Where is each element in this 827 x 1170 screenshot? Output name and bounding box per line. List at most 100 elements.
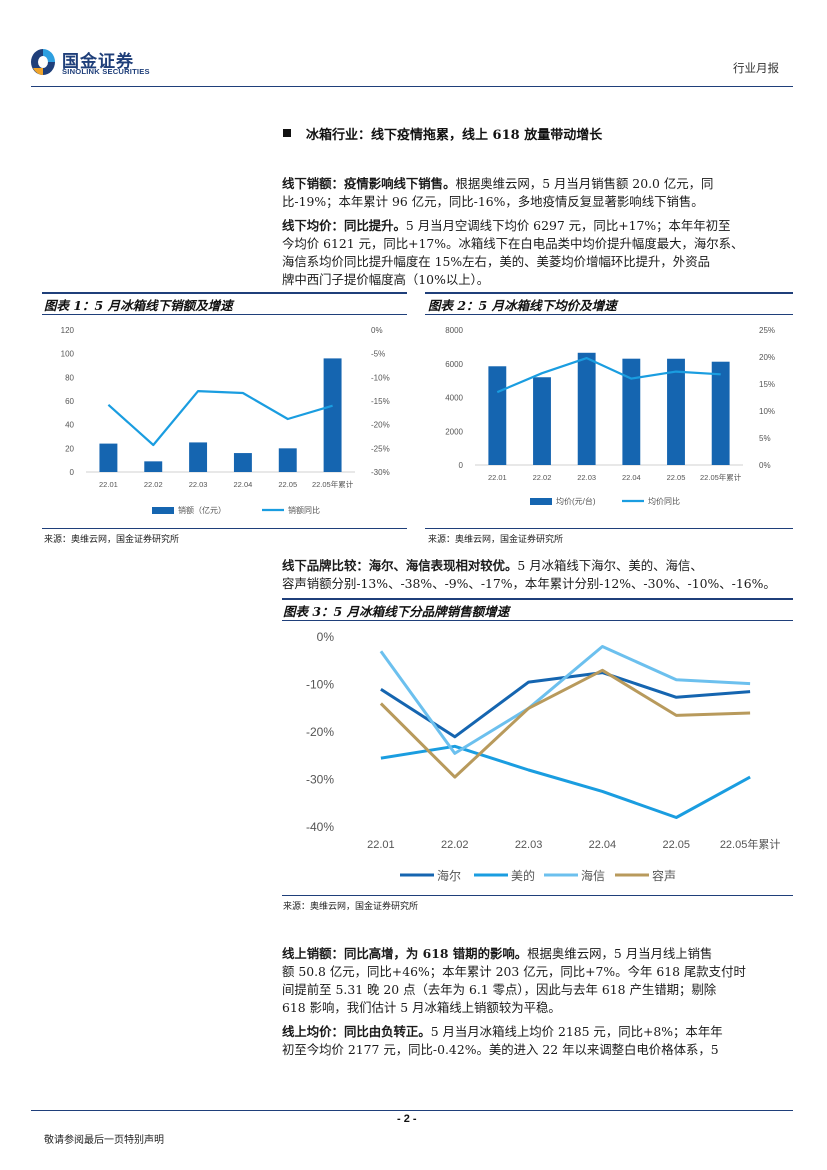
x-tick-label: 22.02 <box>144 480 163 489</box>
figure-2-title: 图表 2：5 月冰箱线下均价及增速 <box>428 298 617 313</box>
legend-label-line: 销额同比 <box>288 505 320 515</box>
x-tick-label: 22.05年累计 <box>312 479 354 489</box>
logo-icon <box>31 49 55 75</box>
bar-22.05 <box>711 361 730 465</box>
y-right-tick-label: -25% <box>371 444 390 453</box>
figure-2-bottom-rule <box>425 528 793 529</box>
paragraph-offline-price: 线下均价：同比提升。5 月当月空调线下均价 6297 元，同比+17%；本年年初… <box>282 218 744 287</box>
series-line-hisense <box>379 645 751 755</box>
y-left-tick-label: 8000 <box>445 326 463 335</box>
y-left-tick-label: 40 <box>65 421 74 430</box>
x-tick-label: 22.04 <box>234 480 253 489</box>
x-tick-label: 22.02 <box>533 473 552 482</box>
y-left-tick-label: 20 <box>65 444 74 453</box>
bar-22.05 <box>278 448 297 472</box>
legend-label: 容声 <box>652 868 676 883</box>
figure-2-source: 来源：奥维云网，国金证券研究所 <box>428 535 564 545</box>
x-tick-label: 22.03 <box>515 839 543 851</box>
page-number: - 2 - <box>397 1113 417 1125</box>
bar-22.03 <box>189 442 208 472</box>
x-tick-label: 22.05 <box>662 839 690 851</box>
figure-1-title-rule <box>42 314 407 315</box>
x-tick-label: 22.01 <box>488 473 507 482</box>
figure-1-source: 来源：奥维云网，国金证券研究所 <box>44 535 180 545</box>
bar-22.01 <box>488 366 507 465</box>
y-tick-label: -40% <box>306 820 334 834</box>
x-tick-label: 22.04 <box>622 473 641 482</box>
x-tick-label: 22.05 <box>278 480 297 489</box>
figure-2-top-rule <box>425 292 793 294</box>
y-left-tick-label: 0 <box>459 461 464 470</box>
y-left-tick-label: 120 <box>61 326 75 335</box>
y-left-tick-label: 4000 <box>445 394 463 403</box>
x-tick-label: 22.03 <box>577 473 596 482</box>
y-right-tick-label: 15% <box>759 380 775 389</box>
bar-22.04 <box>233 453 252 472</box>
figure-3-top-rule <box>282 598 793 600</box>
x-tick-label: 22.02 <box>441 839 469 851</box>
y-right-tick-label: -10% <box>371 373 390 382</box>
y-right-tick-label: 0% <box>759 461 771 470</box>
paragraph-brand-compare: 线下品牌比较：海尔、海信表现相对较优。5 月冰箱线下海尔、美的、海信、 容声销额… <box>282 558 776 591</box>
paragraph-lead: 线下均价：同比提升。 <box>282 218 406 233</box>
bar-22.02 <box>533 377 551 465</box>
y-right-tick-label: -30% <box>371 468 390 477</box>
bar-22.01 <box>99 443 118 472</box>
y-right-tick-label: 10% <box>759 407 775 416</box>
bar-22.05 <box>667 358 685 465</box>
legend-label-bar: 均价(元/台) <box>556 496 596 506</box>
x-tick-label: 22.03 <box>189 480 208 489</box>
legend-label: 美的 <box>511 868 535 883</box>
figure-3-title-rule <box>282 620 793 621</box>
chart-offline-price: 0 2000 4000 6000 8000 0% 5% 10% 15% 20% 25% 22.01 22… <box>445 326 775 506</box>
y-tick-label: 0% <box>317 630 335 644</box>
y-left-tick-label: 100 <box>61 350 75 359</box>
paragraph-lead: 线下品牌比较：海尔、海信表现相对较优。 <box>282 558 518 573</box>
y-right-tick-label: 20% <box>759 353 775 362</box>
bar-22.05 <box>323 358 342 472</box>
section-title: 冰箱行业：线下疫情拖累，线上 618 放量带动增长 <box>306 128 603 143</box>
header: 国金证券 SINOLINK SECURITIES 行业月报 <box>0 0 827 90</box>
figure-3-title: 图表 3：5 月冰箱线下分品牌销售额增速 <box>283 604 510 619</box>
chart-brand-growth: -40% -30% -20% -10% 0% 22.01 22.02 22.03 22.04 22… <box>306 630 781 883</box>
paragraph-lead: 线下销额：疫情影响线下销售。 <box>282 176 456 191</box>
y-tick-label: -10% <box>306 678 334 692</box>
legend-swatch-bar <box>152 507 174 514</box>
paragraph-lead: 线上销额：同比高增，为 618 错期的影响。 <box>282 946 528 961</box>
x-tick-label: 22.05 <box>667 473 686 482</box>
series-line-yoy <box>496 356 721 394</box>
bar-22.04 <box>622 358 641 465</box>
y-left-tick-label: 0 <box>70 468 75 477</box>
figure-2-title-rule <box>425 314 793 315</box>
footer-disclaimer: 敬请参阅最后一页特别声明 <box>44 1135 164 1146</box>
chart-offline-sales: 0 20 40 60 80 100 120 -30% -25% -20% -15% -10% -5% 0%… <box>61 326 390 515</box>
figure-1-bottom-rule <box>42 528 407 529</box>
y-left-tick-label: 80 <box>65 373 74 382</box>
series-line-yoy <box>107 389 333 447</box>
y-right-tick-label: -15% <box>371 397 390 406</box>
paragraph-lead: 线上均价：同比由负转正。 <box>282 1024 431 1039</box>
figure-1-top-rule <box>42 292 407 294</box>
y-right-tick-label: 5% <box>759 434 771 443</box>
series-line-midea <box>380 744 751 819</box>
section-bullet-icon <box>283 129 291 137</box>
x-tick-label: 22.05年累计 <box>720 837 781 851</box>
figure-3-source: 来源：奥维云网，国金证券研究所 <box>283 902 419 912</box>
x-tick-label: 22.01 <box>367 839 395 851</box>
y-tick-label: -30% <box>306 773 334 787</box>
x-tick-label: 22.04 <box>589 839 617 851</box>
legend-label-bar: 销额（亿元） <box>178 505 226 515</box>
y-left-tick-label: 60 <box>65 397 74 406</box>
header-divider <box>31 86 793 87</box>
y-tick-label: -20% <box>306 725 334 739</box>
figure-3-bottom-rule <box>282 895 793 896</box>
y-right-tick-label: 0% <box>371 326 383 335</box>
brand-name-en: SINOLINK SECURITIES <box>62 67 150 76</box>
series-line-rongsheng <box>379 668 751 779</box>
legend-label: 海信 <box>581 868 605 883</box>
paragraph-online-sales: 线上销额：同比高增，为 618 错期的影响。根据奥维云网，5 月当月线上销售 额… <box>282 946 746 1015</box>
brand-name-cn: 国金证券 <box>62 52 134 72</box>
legend-label-line: 均价同比 <box>648 496 680 506</box>
bar-22.03 <box>577 352 596 465</box>
footer-divider <box>31 1110 793 1111</box>
